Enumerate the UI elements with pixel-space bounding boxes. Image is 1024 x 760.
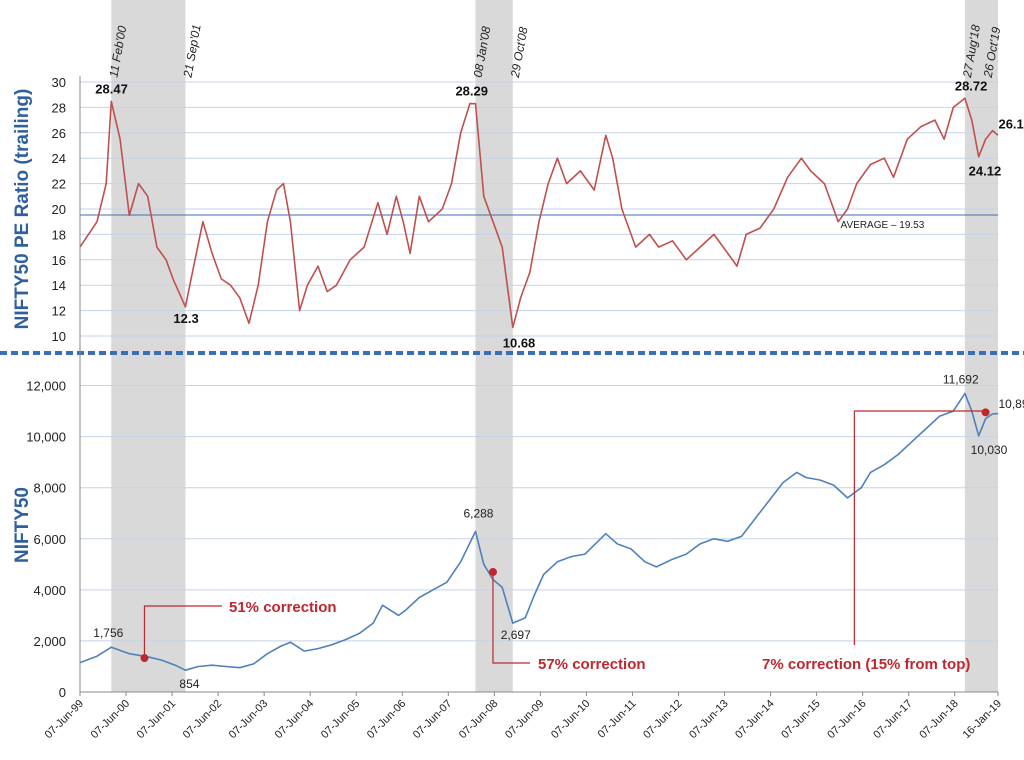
x-tick-label: 07-Jun-08 [457,698,501,742]
x-tick-label: 07-Jun-09 [503,698,547,742]
x-tick-label: 07-Jun-12 [641,698,685,742]
nifty-y-tick-label: 6,000 [33,532,66,547]
x-tick-label: 07-Jun-18 [917,698,961,742]
x-tick-label: 07-Jun-13 [687,698,731,742]
x-tick-label: 07-Jun-03 [227,698,271,742]
nifty-annotation: 6,288 [463,506,493,520]
x-tick-label: 07-Jun-99 [43,698,87,742]
x-tick-label: 07-Jun-04 [273,698,317,742]
shaded-period-0 [111,0,186,692]
correction-label: 51% correction [229,599,337,616]
nifty-y-tick-label: 12,000 [26,379,66,394]
x-tick-label: 07-Jun-16 [825,698,869,742]
correction-label: 57% correction [538,656,646,673]
pe-y-tick-label: 22 [52,177,66,192]
x-tick-label: 07-Jun-07 [411,698,455,742]
nifty-annotation: 10,890 [998,397,1024,411]
x-tick-label: 07-Jun-15 [779,698,823,742]
pe-y-axis-title: NIFTY50 PE Ratio (trailing) [12,89,33,330]
pe-y-tick-label: 24 [52,151,66,166]
x-tick-label: 07-Jun-01 [135,698,179,742]
pe-annotation: 28.72 [955,78,988,93]
nifty50-series-line [79,392,999,672]
nifty-y-axis-title: NIFTY50 [12,487,33,563]
x-tick-label: 07-Jun-06 [365,698,409,742]
pe-y-tick-label: 28 [52,100,66,115]
average-line: AVERAGE – 19.53 [80,214,998,231]
grid-lines [80,81,998,693]
series-lines [79,97,999,672]
x-tick-label: 07-Jun-02 [181,698,225,742]
pe-annotation: 28.29 [455,84,488,99]
pe-y-tick-label: 30 [52,75,66,90]
pe-y-tick-label: 12 [52,304,66,319]
nifty-y-tick-label: 2,000 [33,634,66,649]
x-tick-label: 07-Jun-14 [733,698,777,742]
nifty-y-tick-label: 8,000 [33,481,66,496]
pe-y-tick-label: 10 [52,329,66,344]
correction-connector [853,410,987,645]
shaded-period-2 [964,0,998,692]
correction-connector [492,571,530,664]
pe-ratio-series-line [79,97,999,329]
annotations: 11 Feb'00 21 Sep'01 08 Jan'08 29 Oct'08 27 A… [93,23,1024,691]
nifty-annotation: 2,697 [501,628,531,642]
pe-y-tick-label: 18 [52,227,66,242]
average-label: AVERAGE – 19.53 [841,220,925,231]
nifty-annotation: 1,756 [93,626,123,640]
pe-y-tick-label: 20 [52,202,66,217]
nifty-annotation: 854 [179,677,199,691]
x-tick-label: 07-Jun-17 [871,698,915,742]
pe-y-tick-label: 16 [52,253,66,268]
correction-callouts: 51% correction 57% correction 7% correctio… [140,408,990,673]
correction-connector [143,605,222,659]
x-tick-label: 07-Jun-00 [89,698,133,742]
nifty-y-tick-label: 10,000 [26,430,66,445]
pe-annotation: 28.47 [95,81,128,96]
nifty-y-tick-label: 0 [59,685,66,700]
x-tick-label: 07-Jun-05 [319,698,363,742]
x-tick-label: 07-Jun-11 [596,698,639,741]
x-tick-label: 16-Jan-19 [961,698,1005,742]
nifty-annotation: 11,692 [943,372,979,386]
x-tick-label: 07-Jun-10 [549,698,593,742]
pe-annotation: 24.12 [969,164,1002,179]
nifty-annotation: 10,030 [971,443,1008,457]
shaded-periods [111,0,998,692]
pe-annotation: 12.3 [173,311,198,326]
pe-annotation: 26.17 [998,117,1024,132]
pe-annotation: 10.68 [503,335,536,350]
pe-y-tick-label: 14 [52,278,66,293]
shaded-period-1 [475,0,513,692]
pe-y-tick-label: 26 [52,126,66,141]
nifty-y-tick-label: 4,000 [33,583,66,598]
correction-label: 7% correction (15% from top) [762,656,970,673]
